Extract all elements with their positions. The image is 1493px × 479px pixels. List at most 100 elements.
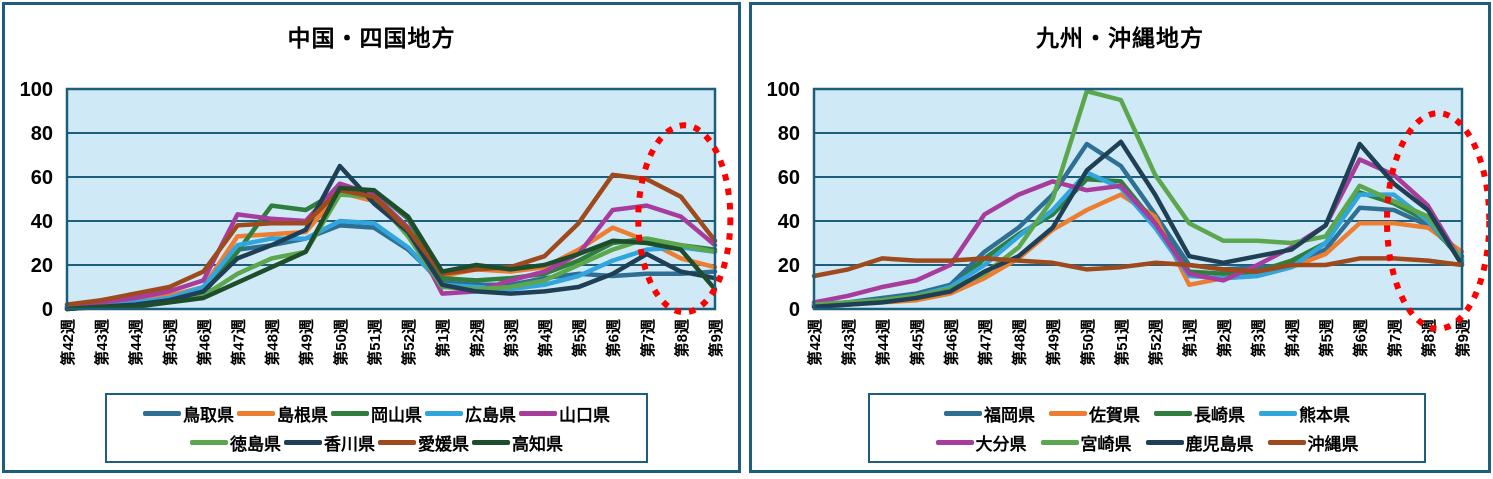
legend-swatch — [1267, 440, 1306, 446]
legend-item-鳥取県: 鳥取県 — [143, 401, 234, 426]
x-axis-tick-label: 第8週 — [673, 319, 691, 357]
legend-label: 熊本県 — [1299, 405, 1350, 425]
legend-item-山口県: 山口県 — [519, 401, 610, 426]
legend-item-徳島県: 徳島県 — [190, 430, 281, 455]
legend-label: 鹿児島県 — [1185, 435, 1254, 455]
y-axis-tick-label: 40 — [778, 211, 800, 233]
x-axis-tick-label: 第42週 — [806, 319, 824, 366]
legend-label: 佐賀県 — [1089, 405, 1140, 425]
legend-label: 宮崎県 — [1080, 435, 1132, 455]
legend-swatch — [378, 440, 416, 446]
legend-row: 鳥取県 島根県 岡山県 広島県 山口県 — [109, 401, 644, 426]
legend-item-長崎県: 長崎県 — [1154, 401, 1245, 426]
x-axis-tick-label: 第46週 — [195, 319, 213, 366]
legend-swatch — [1145, 440, 1184, 446]
x-axis-tick-label: 第42週 — [59, 319, 77, 366]
chart-title-chugoku-shikoku: 中国・四国地方 — [287, 25, 456, 51]
x-axis-tick-label: 第51週 — [366, 319, 384, 366]
y-axis-tick-label: 0 — [42, 299, 53, 321]
x-axis-tick-label: 第48週 — [264, 319, 282, 366]
legend-label: 岡山県 — [371, 405, 422, 425]
y-axis-tick-label: 40 — [31, 211, 53, 233]
highlight-ellipse-annotation — [635, 122, 734, 316]
legend-label: 愛媛県 — [418, 435, 469, 455]
x-axis-tick-label: 第1週 — [1181, 319, 1199, 357]
legend-swatch — [237, 410, 275, 416]
legend-swatch — [143, 410, 181, 416]
x-axis-tick-label: 第48週 — [1011, 319, 1029, 366]
x-axis-tick-label: 第2週 — [468, 319, 486, 357]
legend-item-鹿児島県: 鹿児島県 — [1145, 430, 1254, 455]
chart-title-kyushu-okinawa: 九州・沖縄地方 — [1036, 25, 1204, 51]
x-axis-tick-label: 第3週 — [502, 319, 520, 357]
legend-swatch — [1049, 410, 1087, 416]
x-axis-tick-label: 第43週 — [93, 319, 111, 366]
x-axis-tick-label: 第49週 — [298, 319, 316, 366]
x-axis-tick-label: 第6週 — [1352, 319, 1370, 357]
legend-label: 徳島県 — [230, 435, 281, 455]
legend-label: 高知県 — [512, 435, 563, 455]
legend-swatch — [1154, 410, 1192, 416]
x-axis-tick-label: 第3週 — [1249, 319, 1267, 357]
y-axis-tick-label: 0 — [789, 299, 800, 321]
legend-row: 大分県 宮崎県 鹿児島県 沖縄県 — [872, 430, 1422, 455]
legend-chugoku-shikoku: 鳥取県 島根県 岡山県 広島県 山口県徳島県 香川県 愛媛県 高知県 — [105, 393, 648, 463]
legend-swatch — [190, 440, 228, 446]
legend-row: 徳島県 香川県 愛媛県 高知県 — [109, 430, 644, 455]
legend-item-福岡県: 福岡県 — [944, 401, 1035, 426]
plot-border — [65, 87, 717, 311]
y-axis-tick-label: 20 — [31, 255, 53, 277]
legend-label: 大分県 — [975, 435, 1027, 455]
x-axis-tick-label: 第45週 — [908, 319, 926, 366]
legend-swatch — [1040, 440, 1079, 446]
x-axis-tick-label: 第44週 — [127, 319, 145, 366]
legend-kyushu-okinawa: 福岡県 佐賀県 長崎県 熊本県大分県 宮崎県 鹿児島県 沖縄県 — [868, 393, 1426, 463]
legend-item-香川県: 香川県 — [284, 430, 375, 455]
legend-label: 鳥取県 — [183, 405, 234, 425]
legend-swatch — [1259, 410, 1297, 416]
y-axis-tick-label: 60 — [31, 167, 53, 189]
x-axis-tick-label: 第5週 — [1318, 319, 1336, 357]
y-axis-tick-label: 80 — [778, 123, 800, 145]
legend-swatch — [935, 440, 974, 446]
x-axis-tick-label: 第7週 — [639, 319, 657, 357]
series-line-香川県 — [64, 163, 718, 312]
plot-border — [812, 87, 1464, 311]
legend-swatch — [519, 410, 557, 416]
legend-item-島根県: 島根県 — [237, 401, 328, 426]
legend-item-宮崎県: 宮崎県 — [1040, 430, 1132, 455]
legend-row: 福岡県 佐賀県 長崎県 熊本県 — [872, 401, 1422, 426]
line-chart-kyushu-okinawa: 0 20 40 60 80 100 第42週 第43週 第44週 第45週 第46週 第47週 第48週… — [767, 79, 1488, 366]
series-line-高知県 — [64, 185, 718, 312]
x-axis-tick-label: 第4週 — [536, 319, 554, 357]
x-axis-tick-label: 第43週 — [840, 319, 858, 366]
x-axis-tick-label: 第52週 — [1147, 319, 1165, 366]
legend-label: 山口県 — [559, 405, 610, 425]
y-axis-tick-label: 100 — [767, 79, 800, 101]
x-axis-tick-label: 第6週 — [605, 319, 623, 357]
x-axis-tick-label: 第51週 — [1113, 319, 1131, 366]
y-axis-tick-label: 100 — [20, 79, 53, 101]
x-axis-tick-label: 第47週 — [977, 319, 995, 366]
x-axis-tick-label: 第2週 — [1215, 319, 1233, 357]
y-axis-tick-label: 20 — [778, 255, 800, 277]
legend-item-愛媛県: 愛媛県 — [378, 430, 469, 455]
y-axis-tick-label: 80 — [31, 123, 53, 145]
legend-item-沖縄県: 沖縄県 — [1267, 430, 1359, 455]
legend-item-広島県: 広島県 — [425, 401, 516, 426]
x-axis-tick-label: 第45週 — [161, 319, 179, 366]
legend-label: 沖縄県 — [1307, 435, 1359, 455]
x-axis-tick-label: 第46週 — [942, 319, 960, 366]
series-line-鹿児島県 — [811, 139, 1465, 310]
x-axis-tick-label: 第8週 — [1420, 319, 1438, 357]
legend-label: 長崎県 — [1194, 405, 1245, 425]
y-axis-tick-label: 60 — [778, 167, 800, 189]
legend-item-大分県: 大分県 — [935, 430, 1027, 455]
legend-swatch — [472, 440, 510, 446]
line-chart-chugoku-shikoku: 0 20 40 60 80 100 第42週 第43週 第44週 第45週 第46週 第47週 第48週… — [20, 79, 734, 366]
series-line-広島県 — [64, 218, 718, 310]
series-line-沖縄県 — [811, 256, 1465, 279]
legend-swatch — [944, 410, 982, 416]
x-axis-tick-label: 第9週 — [1454, 319, 1472, 357]
